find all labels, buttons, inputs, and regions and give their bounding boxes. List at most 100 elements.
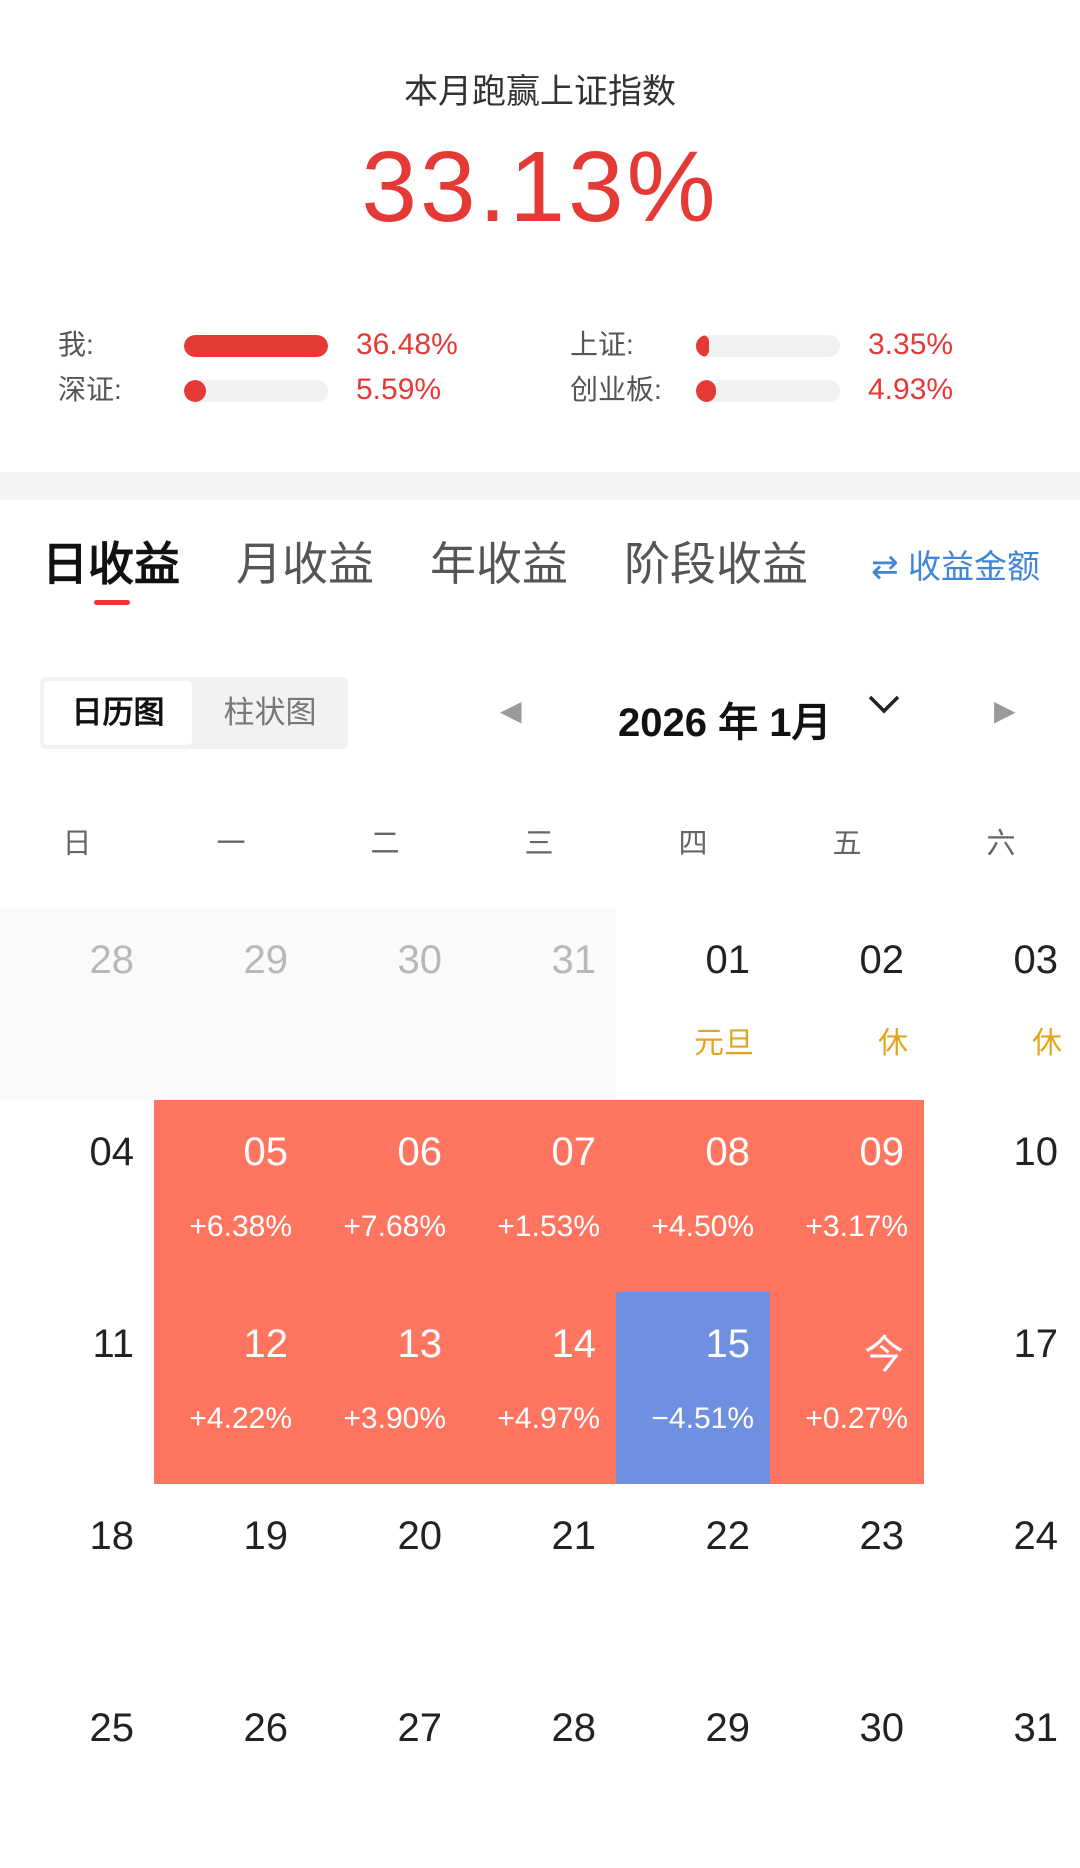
calendar-day-cell[interactable]: 28 xyxy=(0,908,154,1100)
daily-return-value: +4.22% xyxy=(189,1402,292,1435)
weekday-label: 六 xyxy=(986,828,1016,860)
calendar-day-cell[interactable]: 23 xyxy=(770,1484,924,1676)
calendar-day-cell[interactable]: 28 xyxy=(462,1676,616,1868)
calendar-day-cell[interactable]: 10 xyxy=(924,1100,1078,1292)
calendar-day-cell[interactable]: 21 xyxy=(462,1484,616,1676)
holiday-label: 休 xyxy=(878,1027,908,1060)
day-number: 04 xyxy=(89,1130,135,1174)
calendar-day-cell[interactable]: 03 休 xyxy=(924,908,1078,1100)
weekday-label: 一 xyxy=(216,828,246,860)
calendar-day-cell[interactable]: 04 xyxy=(0,1100,154,1292)
calendar-day-cell[interactable]: 15 −4.51% xyxy=(616,1292,770,1484)
day-number: 02 xyxy=(859,938,905,982)
compare-value: 3.35% xyxy=(868,328,954,361)
daily-return-value: +3.17% xyxy=(805,1210,908,1243)
calendar-day-cell[interactable]: 18 xyxy=(0,1484,154,1676)
day-number: 22 xyxy=(705,1514,751,1558)
active-tab-indicator xyxy=(94,600,130,605)
day-number: 26 xyxy=(243,1706,289,1750)
daily-return-value: +3.90% xyxy=(343,1402,446,1435)
tab-period-return[interactable]: 阶段收益 xyxy=(624,538,808,590)
daily-return-value: +4.97% xyxy=(497,1402,600,1435)
weekday-label: 二 xyxy=(370,828,400,860)
month-title[interactable]: 2026 年 1月 xyxy=(618,701,832,745)
day-number: 24 xyxy=(1013,1514,1059,1558)
compare-label: 创业板: xyxy=(570,374,662,405)
calendar-day-cell[interactable]: 08 +4.50% xyxy=(616,1100,770,1292)
switch-amount-button[interactable]: ⇄ 收益金额 xyxy=(871,548,1040,585)
holiday-label: 元旦 xyxy=(694,1027,754,1060)
day-number: 29 xyxy=(705,1706,751,1750)
tab-monthly-return[interactable]: 月收益 xyxy=(236,538,374,590)
bar-view-option[interactable]: 柱状图 xyxy=(223,695,317,730)
holiday-label: 休 xyxy=(1032,1027,1062,1060)
calendar-day-cell[interactable]: 31 xyxy=(462,908,616,1100)
calendar-day-cell[interactable]: 29 xyxy=(616,1676,770,1868)
calendar-day-cell[interactable]: 17 xyxy=(924,1292,1078,1484)
tab-daily-return[interactable]: 日收益 xyxy=(42,538,180,590)
calendar-day-cell[interactable]: 20 xyxy=(308,1484,462,1676)
calendar-day-cell[interactable]: 24 xyxy=(924,1484,1078,1676)
calendar-day-cell[interactable]: 01 元旦 xyxy=(616,908,770,1100)
weekday-label: 五 xyxy=(832,828,862,860)
prev-month-icon[interactable]: ◀ xyxy=(500,695,522,726)
calendar-day-cell[interactable]: 14 +4.97% xyxy=(462,1292,616,1484)
calendar-day-cell[interactable]: 今 +0.27% xyxy=(770,1292,924,1484)
calendar-day-cell[interactable]: 02 休 xyxy=(770,908,924,1100)
calendar-day-cell[interactable]: 19 xyxy=(154,1484,308,1676)
day-number: 12 xyxy=(243,1322,289,1366)
day-number: 29 xyxy=(243,938,289,982)
compare-label: 深证: xyxy=(58,374,122,405)
day-number: 28 xyxy=(551,1706,597,1750)
calendar-day-cell[interactable]: 25 xyxy=(0,1676,154,1868)
next-month-icon[interactable]: ▶ xyxy=(994,695,1016,726)
day-number: 01 xyxy=(705,938,751,982)
day-number: 05 xyxy=(243,1130,289,1174)
return-tabs: 日收益 月收益 年收益 阶段收益 ⇄ 收益金额 xyxy=(0,500,1080,620)
compare-bar-track xyxy=(696,335,840,357)
compare-value: 4.93% xyxy=(868,373,954,406)
compare-value: 5.59% xyxy=(356,373,442,406)
chevron-down-icon[interactable] xyxy=(864,684,904,724)
calendar-view-option[interactable]: 日历图 xyxy=(44,681,192,745)
compare-bar-track xyxy=(184,380,328,402)
day-number: 11 xyxy=(92,1322,134,1366)
calendar-day-cell[interactable]: 07 +1.53% xyxy=(462,1100,616,1292)
calendar-day-cell[interactable]: 12 +4.22% xyxy=(154,1292,308,1484)
calendar-day-cell[interactable]: 31 xyxy=(924,1676,1078,1868)
calendar-day-cell[interactable]: 13 +3.90% xyxy=(308,1292,462,1484)
calendar-day-cell[interactable]: 30 xyxy=(770,1676,924,1868)
compare-bar-fill xyxy=(696,335,709,357)
day-number: 25 xyxy=(89,1706,135,1750)
day-number: 15 xyxy=(705,1322,751,1366)
compare-row-shenzhen: 深证: 5.59% xyxy=(58,370,518,410)
calendar-day-cell[interactable]: 27 xyxy=(308,1676,462,1868)
calendar-day-cell[interactable]: 09 +3.17% xyxy=(770,1100,924,1292)
day-number: 10 xyxy=(1013,1130,1059,1174)
compare-label: 我: xyxy=(58,329,94,360)
day-number: 27 xyxy=(397,1706,443,1750)
compare-bar-track xyxy=(696,380,840,402)
calendar-day-cell[interactable]: 29 xyxy=(154,908,308,1100)
compare-label: 上证: xyxy=(570,329,634,360)
summary-panel: 本月跑赢上证指数 33.13% 我: 36.48% 上证: 3.35% 深证: … xyxy=(0,0,1080,472)
day-number: 今 xyxy=(864,1333,904,1377)
day-number: 20 xyxy=(397,1514,443,1558)
day-number: 07 xyxy=(551,1130,597,1174)
day-number: 19 xyxy=(243,1514,289,1558)
day-number: 30 xyxy=(859,1706,905,1750)
calendar-day-cell[interactable]: 05 +6.38% xyxy=(154,1100,308,1292)
tab-yearly-return[interactable]: 年收益 xyxy=(430,538,568,590)
calendar-day-cell[interactable]: 30 xyxy=(308,908,462,1100)
summary-caption: 本月跑赢上证指数 xyxy=(404,73,676,111)
calendar-day-cell[interactable]: 22 xyxy=(616,1484,770,1676)
day-number: 21 xyxy=(551,1514,597,1558)
daily-return-value: +7.68% xyxy=(343,1210,446,1243)
calendar-day-cell[interactable]: 06 +7.68% xyxy=(308,1100,462,1292)
daily-return-value: −4.51% xyxy=(651,1402,754,1435)
day-number: 13 xyxy=(397,1322,443,1366)
daily-return-value: +6.38% xyxy=(189,1210,292,1243)
compare-bar-fill xyxy=(184,380,206,402)
calendar-day-cell[interactable]: 11 xyxy=(0,1292,154,1484)
calendar-day-cell[interactable]: 26 xyxy=(154,1676,308,1868)
